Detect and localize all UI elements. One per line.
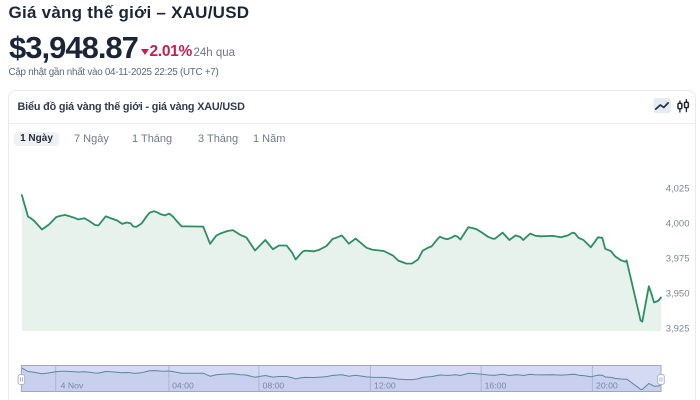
svg-text:3,950: 3,950	[666, 288, 690, 299]
svg-text:04:00: 04:00	[172, 380, 194, 390]
svg-text:20:00: 20:00	[596, 380, 618, 390]
svg-text:4,000: 4,000	[666, 218, 690, 229]
svg-text:16:00: 16:00	[485, 380, 507, 390]
svg-text:3,975: 3,975	[666, 253, 690, 264]
svg-text:4,025: 4,025	[666, 183, 690, 194]
svg-text:12:00: 12:00	[374, 380, 396, 390]
svg-text:08:00: 08:00	[263, 380, 285, 390]
svg-text:3,925: 3,925	[666, 323, 690, 334]
svg-text:4 Nov: 4 Nov	[61, 380, 84, 390]
